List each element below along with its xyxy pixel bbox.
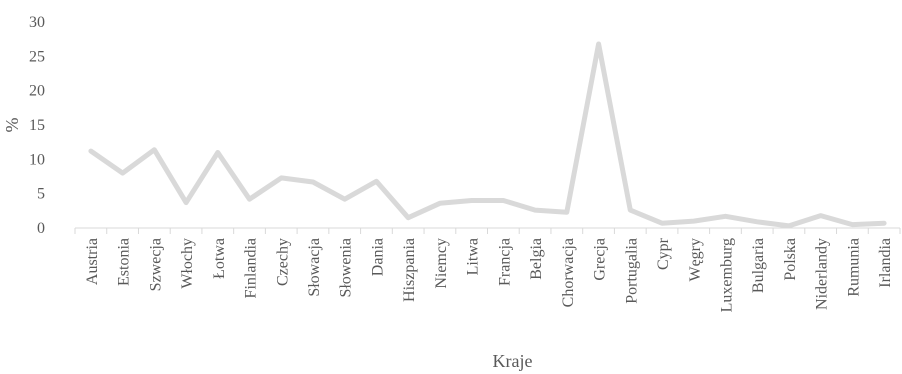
x-tick-label: Grecja (592, 238, 609, 281)
x-axis-title: Kraje (493, 351, 533, 371)
x-tick-label: Chorwacja (560, 238, 577, 307)
x-tick-label: Bulgaria (750, 238, 767, 293)
y-tick-label: 15 (29, 117, 45, 134)
x-tick-label: Luxemburg (718, 238, 735, 312)
x-tick-label: Słowacja (306, 238, 323, 297)
x-tick-label: Słowenia (338, 238, 355, 298)
y-tick-label: 10 (29, 151, 45, 168)
x-tick-label: Francja (496, 238, 513, 286)
x-tick-label: Cypr (655, 237, 672, 270)
x-tick-label: Czechy (274, 238, 291, 286)
x-axis-ticks: Austria Estonia Szwecja Włochy Łotwa Finlandi… (74, 228, 901, 312)
x-tick-label: Litwa (465, 238, 482, 275)
y-tick-label: 30 (29, 14, 45, 31)
y-tick-label: 20 (29, 83, 45, 100)
x-tick-label: Niderlandy (814, 238, 831, 310)
y-tick-label: 25 (29, 48, 45, 65)
x-tick-label: Hiszpania (401, 238, 418, 302)
y-tick-label: 0 (37, 220, 45, 237)
series-line (88, 41, 887, 229)
x-tick-label: Węgry (687, 238, 704, 282)
x-tick-label: Belgia (528, 238, 545, 280)
y-axis-ticks: 0 5 10 15 20 25 30 (29, 14, 45, 237)
x-tick-label: Rumunia (845, 238, 862, 297)
x-tick-label: Szwecja (147, 238, 164, 291)
x-tick-label: Estonia (116, 238, 133, 286)
x-tick-label: Austria (84, 238, 101, 285)
x-tick-label: Portugalia (623, 238, 640, 304)
y-tick-label: 5 (37, 186, 45, 203)
x-tick-label: Finlandia (243, 238, 260, 298)
x-tick-label: Włochy (179, 238, 196, 289)
x-tick-label: Irlandia (877, 238, 894, 288)
x-tick-label: Dania (369, 238, 386, 276)
y-axis-title: % (2, 118, 22, 133)
x-tick-label: Polska (782, 238, 799, 281)
x-tick-label: Niemcy (433, 238, 450, 289)
x-tick-label: Łotwa (211, 238, 228, 279)
